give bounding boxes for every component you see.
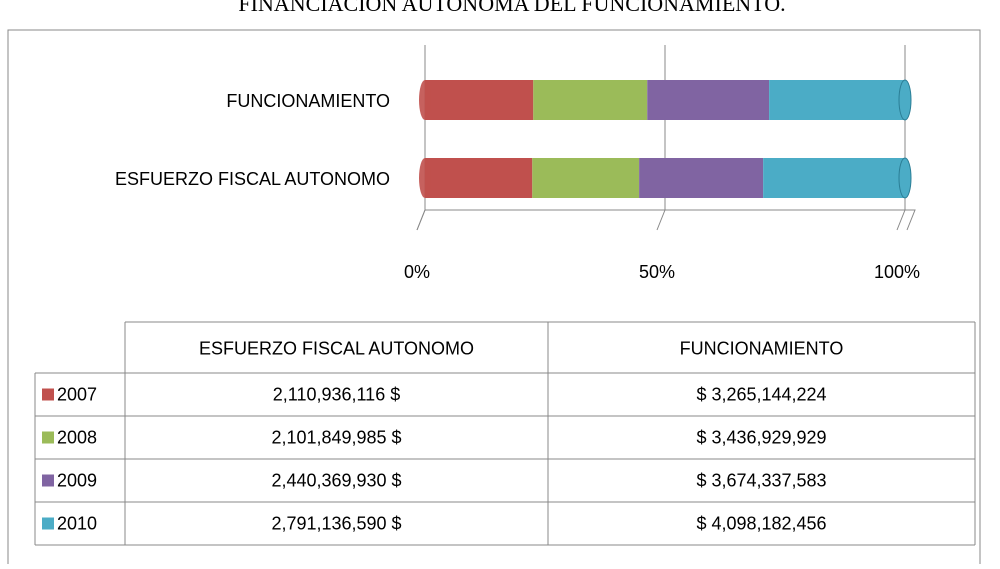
table-cell: 2,110,936,116 $ <box>273 384 400 404</box>
legend-swatch <box>42 474 54 487</box>
bar-segment <box>763 158 905 198</box>
legend-label: 2009 <box>57 470 97 490</box>
x-tick-label: 100% <box>874 262 920 282</box>
bar-segment <box>533 80 648 120</box>
chart-title: FINANCIACION AUTONOMA DEL FUNCIONAMIENTO… <box>238 0 785 16</box>
grid-line <box>416 209 426 231</box>
table-cell: $ 4,098,182,456 <box>696 513 826 533</box>
bar-cap <box>898 79 912 121</box>
bar-segment <box>425 158 533 198</box>
legend-swatch <box>42 431 54 444</box>
y-tick-label: ESFUERZO FISCAL AUTONOMO <box>115 169 390 189</box>
x-tick-label: 0% <box>404 262 430 282</box>
legend-label: 2007 <box>57 384 97 404</box>
bar-segment <box>425 80 534 120</box>
table-cell: $ 3,436,929,929 <box>696 427 826 447</box>
chart-border <box>7 29 981 564</box>
table-cell: $ 3,265,144,224 <box>696 384 826 404</box>
legend-label: 2010 <box>57 513 97 533</box>
table-cell: 2,791,136,590 $ <box>271 513 401 533</box>
bar-segment <box>639 158 764 198</box>
bar-segment <box>647 80 770 120</box>
bar-segment <box>769 80 905 120</box>
table-cell: 2,101,849,985 $ <box>271 427 401 447</box>
x-tick-label: 50% <box>639 262 675 282</box>
table-cell: $ 3,674,337,583 <box>696 470 826 490</box>
table-header: ESFUERZO FISCAL AUTONOMO <box>199 338 474 358</box>
grid-line <box>656 209 666 231</box>
grid-line <box>896 209 906 231</box>
table-cell: 2,440,369,930 $ <box>271 470 401 490</box>
bar-cap <box>419 158 431 198</box>
table-header: FUNCIONAMIENTO <box>680 338 844 358</box>
legend-swatch <box>42 388 54 401</box>
bar-segment <box>532 158 640 198</box>
legend-swatch <box>42 517 54 530</box>
bar-cap <box>419 80 431 120</box>
legend-label: 2008 <box>57 427 97 447</box>
bar-cap <box>898 157 912 199</box>
plot-floor <box>416 209 916 231</box>
y-tick-label: FUNCIONAMIENTO <box>226 91 390 111</box>
